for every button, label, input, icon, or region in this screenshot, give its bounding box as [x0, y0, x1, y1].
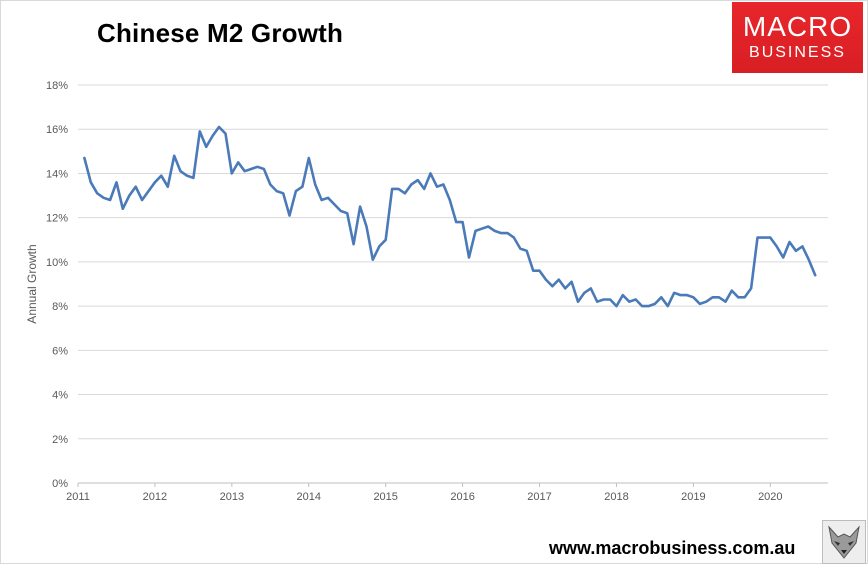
- x-tick-label: 2012: [143, 491, 167, 503]
- x-tick-label: 2017: [527, 491, 551, 503]
- logo-text-business: BUSINESS: [749, 44, 846, 61]
- y-tick-label: 12%: [46, 213, 68, 225]
- series-line: [83, 125, 817, 308]
- y-tick-label: 6%: [52, 345, 68, 357]
- y-tick-label: 18%: [46, 80, 68, 92]
- fox-icon: [822, 520, 866, 564]
- y-tick-label: 8%: [52, 301, 68, 313]
- y-tick-label: 4%: [52, 390, 68, 402]
- y-tick-label: 14%: [46, 168, 68, 180]
- y-tick-label: 10%: [46, 257, 68, 269]
- x-tick-label: 2020: [758, 491, 782, 503]
- x-tick-label: 2013: [220, 491, 244, 503]
- x-tick-label: 2014: [297, 491, 321, 503]
- website-url: www.macrobusiness.com.au: [549, 538, 796, 558]
- x-tick-label: 2016: [450, 491, 474, 503]
- y-tick-label: 0%: [52, 478, 68, 490]
- y-tick-label: 16%: [46, 124, 68, 136]
- x-tick-label: 2011: [66, 491, 90, 503]
- chart-title: Chinese M2 Growth: [97, 18, 344, 48]
- x-tick-label: 2019: [681, 491, 705, 503]
- x-tick-label: 2018: [604, 491, 628, 503]
- logo-text-macro: MACRO: [742, 11, 853, 42]
- y-tick-label: 2%: [52, 434, 68, 446]
- y-axis-label: Annual Growth: [25, 244, 39, 323]
- macrobusiness-logo: MACRO BUSINESS: [732, 2, 863, 73]
- x-tick-label: 2015: [373, 491, 397, 503]
